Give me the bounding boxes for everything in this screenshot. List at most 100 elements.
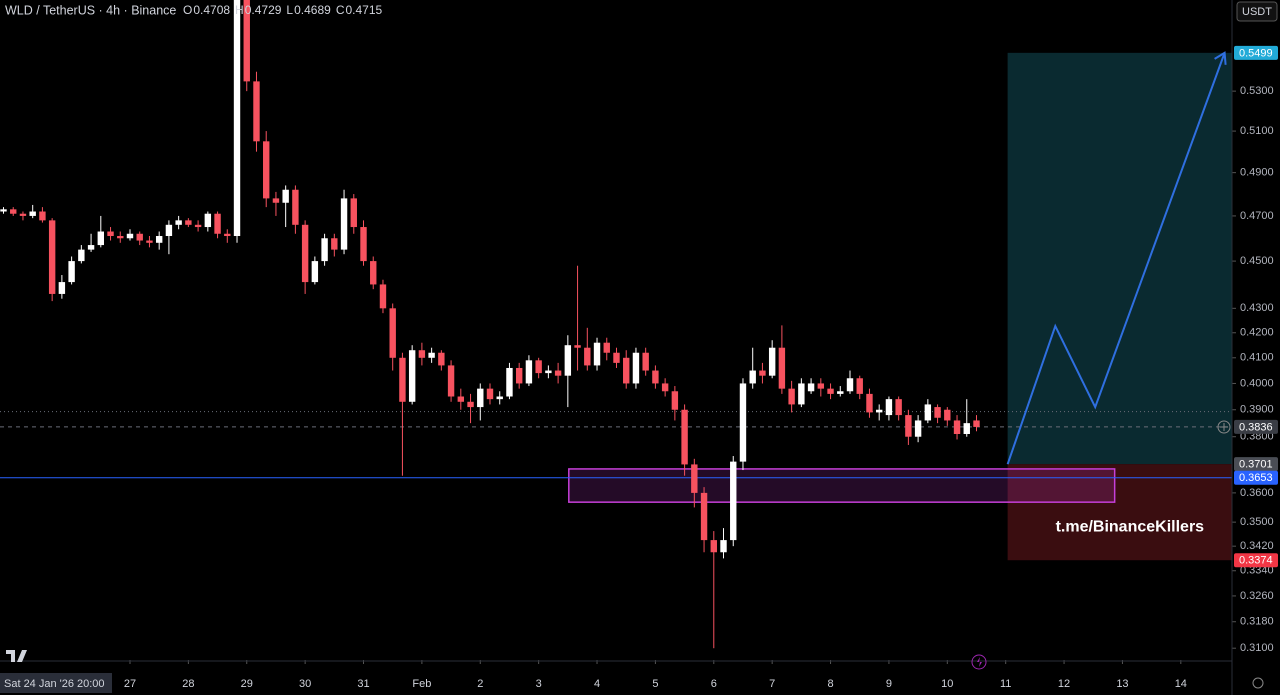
ohlc-value: 0.4689	[294, 3, 331, 17]
candle-body	[155, 236, 163, 243]
crosshair-date: Sat 24 Jan '26	[4, 678, 74, 690]
candle-body	[204, 213, 212, 228]
y-tick-label: 0.3100	[1240, 642, 1274, 654]
candle-body	[603, 342, 610, 353]
candle-body	[447, 365, 455, 397]
price-tag-label: 0.3701	[1239, 459, 1273, 471]
x-tick-label: 12	[1058, 678, 1070, 690]
y-tick-label: 0.4700	[1240, 210, 1274, 222]
candle-body	[194, 224, 202, 228]
y-tick-label: 0.3420	[1240, 540, 1274, 552]
candle-body	[759, 370, 766, 376]
x-tick-label: 6	[711, 678, 717, 690]
candle-body	[661, 383, 669, 392]
price-tag-label: 0.3374	[1239, 555, 1273, 567]
ohlc-key: O	[183, 3, 192, 17]
candle-body	[340, 198, 348, 250]
loss-zone	[1007, 464, 1232, 561]
candle-body	[768, 347, 776, 376]
candle-body	[652, 370, 659, 384]
candle-body	[846, 378, 854, 392]
candle-body	[146, 240, 153, 243]
candle-body	[224, 233, 231, 237]
candle-body	[730, 461, 737, 541]
candle-body	[467, 401, 474, 408]
candle-body	[185, 220, 192, 225]
candle-body	[885, 399, 893, 416]
ohlc-key: C	[336, 3, 345, 17]
candle-body	[817, 383, 825, 389]
candle-body	[574, 345, 581, 348]
candle-body	[525, 360, 533, 384]
candle-body	[632, 352, 640, 384]
x-tick-label: Feb	[412, 678, 431, 690]
x-tick-label: 30	[299, 678, 311, 690]
candle-body	[963, 423, 970, 434]
y-tick-label: 0.3500	[1240, 516, 1274, 528]
ohlc-key: L	[286, 3, 293, 17]
x-tick-label: 14	[1175, 678, 1187, 690]
price-tag-label: 0.5499	[1239, 47, 1273, 59]
ohlc-value: 0.4708	[193, 3, 230, 17]
candle-body	[438, 352, 445, 366]
currency-label[interactable]: USDT	[1242, 6, 1272, 18]
candle-body	[807, 383, 815, 392]
y-tick-label: 0.4100	[1240, 352, 1274, 364]
x-tick-label: 27	[124, 678, 136, 690]
candle-body	[321, 238, 328, 262]
candle-body	[671, 391, 679, 410]
y-tick-label: 0.5100	[1240, 125, 1274, 137]
price-tag-label: 0.3653	[1239, 472, 1273, 484]
candle-body	[136, 233, 143, 241]
currency-button[interactable]	[1236, 1, 1278, 22]
price-tag	[1234, 419, 1278, 434]
candle-body	[584, 347, 591, 366]
candle-body	[953, 420, 961, 434]
candle-body	[263, 141, 270, 199]
candle-body	[389, 308, 396, 358]
candle-body	[944, 409, 951, 421]
x-tick-label: 28	[182, 678, 194, 690]
x-tick-label: 10	[941, 678, 953, 690]
candle-body	[107, 231, 114, 237]
candle-body	[214, 213, 221, 234]
y-tick-label: 0.3180	[1240, 616, 1274, 628]
candle-body	[418, 350, 426, 358]
candle-body	[798, 383, 805, 405]
candle-body	[506, 367, 513, 397]
candle-body	[408, 350, 416, 402]
candle-body	[10, 209, 17, 214]
candle-body	[126, 233, 134, 239]
candle-body	[379, 284, 387, 309]
settings-icon[interactable]	[1252, 677, 1264, 689]
ohlc-legend: O 0.4708 H 0.4729 L 0.4689 C 0.4715	[183, 3, 383, 17]
x-tick-label: 9	[886, 678, 892, 690]
candle-body	[68, 261, 75, 283]
candle-body	[749, 370, 756, 384]
x-tick-label: 13	[1116, 678, 1128, 690]
price-tag	[1234, 45, 1278, 60]
candle-body	[117, 236, 124, 239]
candle-body	[292, 189, 299, 225]
candle-body	[681, 409, 688, 465]
candle-body	[399, 357, 406, 402]
candle-body	[272, 198, 280, 203]
candle-body	[642, 352, 649, 371]
add-button[interactable]	[1217, 420, 1231, 434]
candle-body	[253, 81, 260, 142]
candle-body	[973, 420, 980, 427]
event-icon[interactable]	[971, 654, 987, 670]
candle-body	[87, 245, 95, 250]
candle-body	[593, 342, 601, 366]
candle-body	[331, 238, 338, 250]
candle-body	[496, 396, 503, 400]
candle-body	[778, 347, 786, 389]
candle-body	[360, 227, 367, 262]
candle-body	[875, 409, 883, 413]
candle-body	[457, 396, 465, 402]
candle-body	[545, 370, 552, 374]
candle-body	[165, 224, 173, 237]
x-tick-label: 7	[769, 678, 775, 690]
candle-body	[710, 540, 717, 553]
